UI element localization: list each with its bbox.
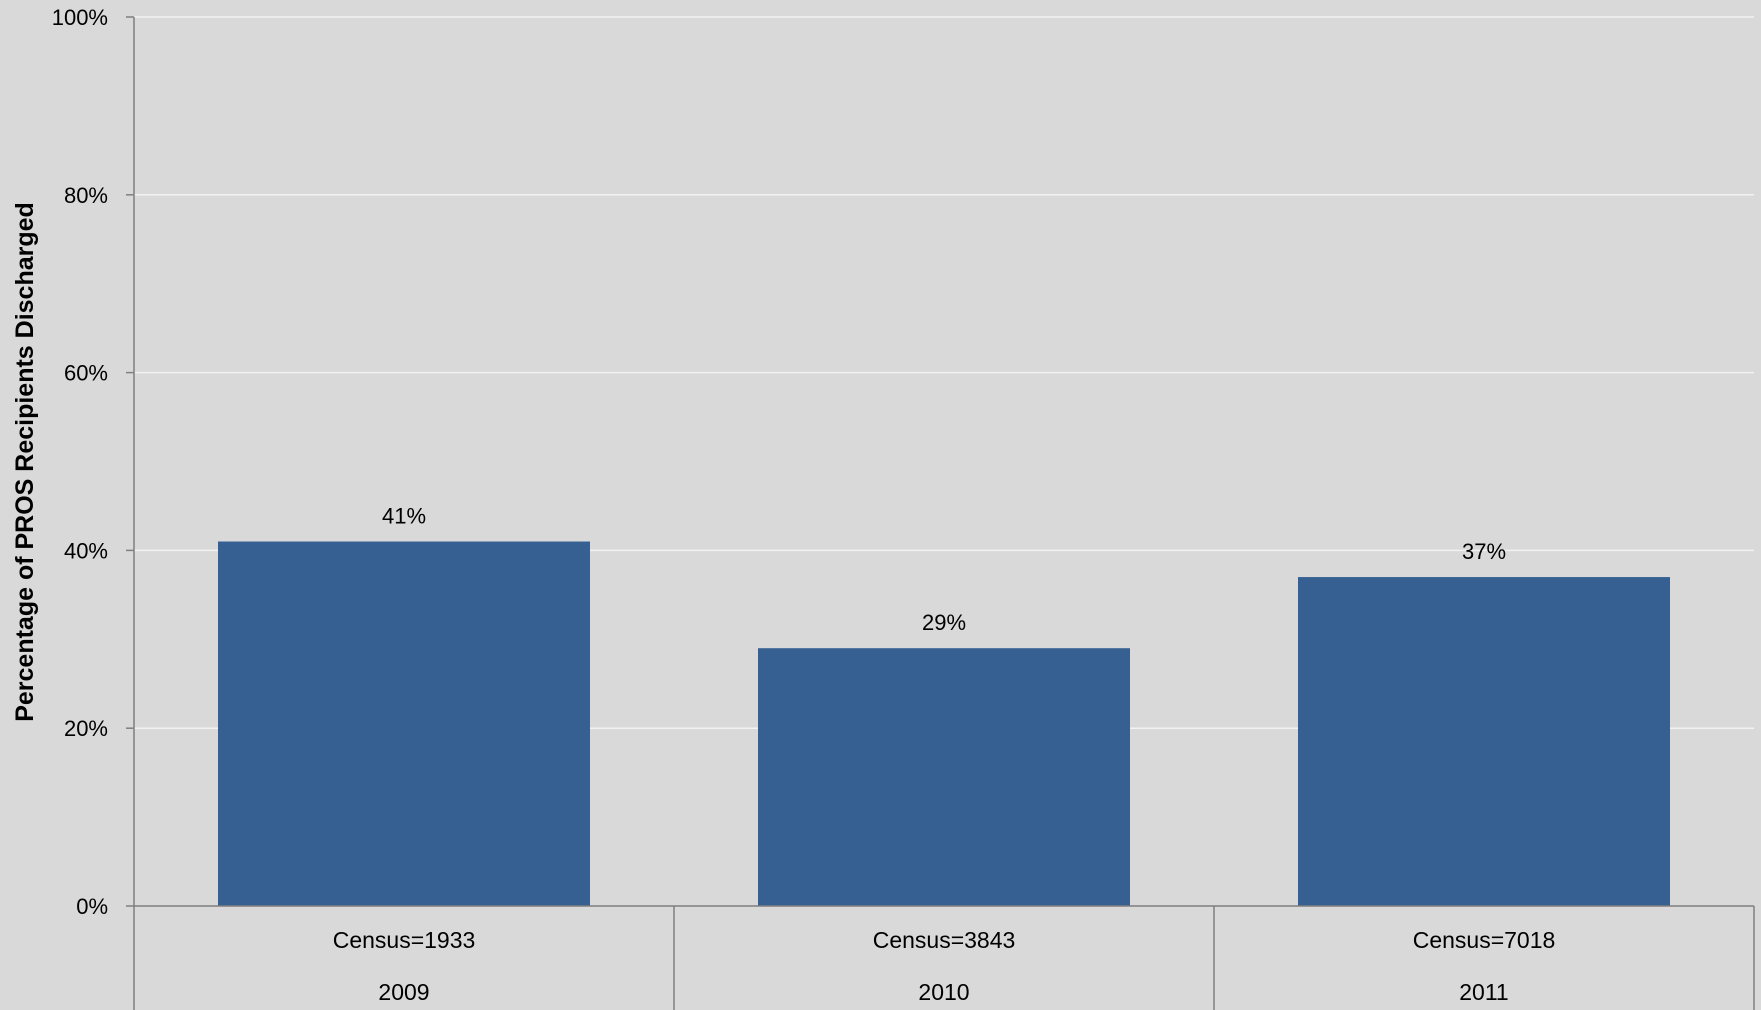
y-tick-label: 20% <box>64 716 108 741</box>
y-tick-label: 100% <box>52 5 108 30</box>
category-label-2009: 2009 <box>378 979 429 1005</box>
y-tick-label: 60% <box>64 361 108 386</box>
bar-2010 <box>758 648 1130 906</box>
data-label-2010: 29% <box>922 610 966 635</box>
data-label-2009: 41% <box>382 504 426 529</box>
category-label-2010: 2010 <box>918 979 969 1005</box>
y-tick-label: 0% <box>76 894 108 919</box>
axes <box>126 16 1755 1010</box>
y-tick-label: 40% <box>64 538 108 563</box>
bar-2011 <box>1298 577 1670 906</box>
census-label-2009: Census=1933 <box>333 927 476 953</box>
bar-2009 <box>218 541 590 906</box>
y-tick-labels: 0% 20% 40% 60% 80% 100% <box>52 5 108 919</box>
data-labels: 41% 29% 37% <box>382 504 1506 636</box>
census-label-2011: Census=7018 <box>1413 927 1556 953</box>
category-labels: Census=1933 2009 Census=3843 2010 Census=701… <box>333 927 1556 1005</box>
bars <box>218 541 1670 906</box>
category-label-2011: 2011 <box>1459 979 1508 1005</box>
y-axis-title: Percentage of PROS Recipients Discharged <box>11 202 39 722</box>
data-label-2011: 37% <box>1462 539 1506 564</box>
census-label-2010: Census=3843 <box>873 927 1016 953</box>
y-tick-label: 80% <box>64 183 108 208</box>
